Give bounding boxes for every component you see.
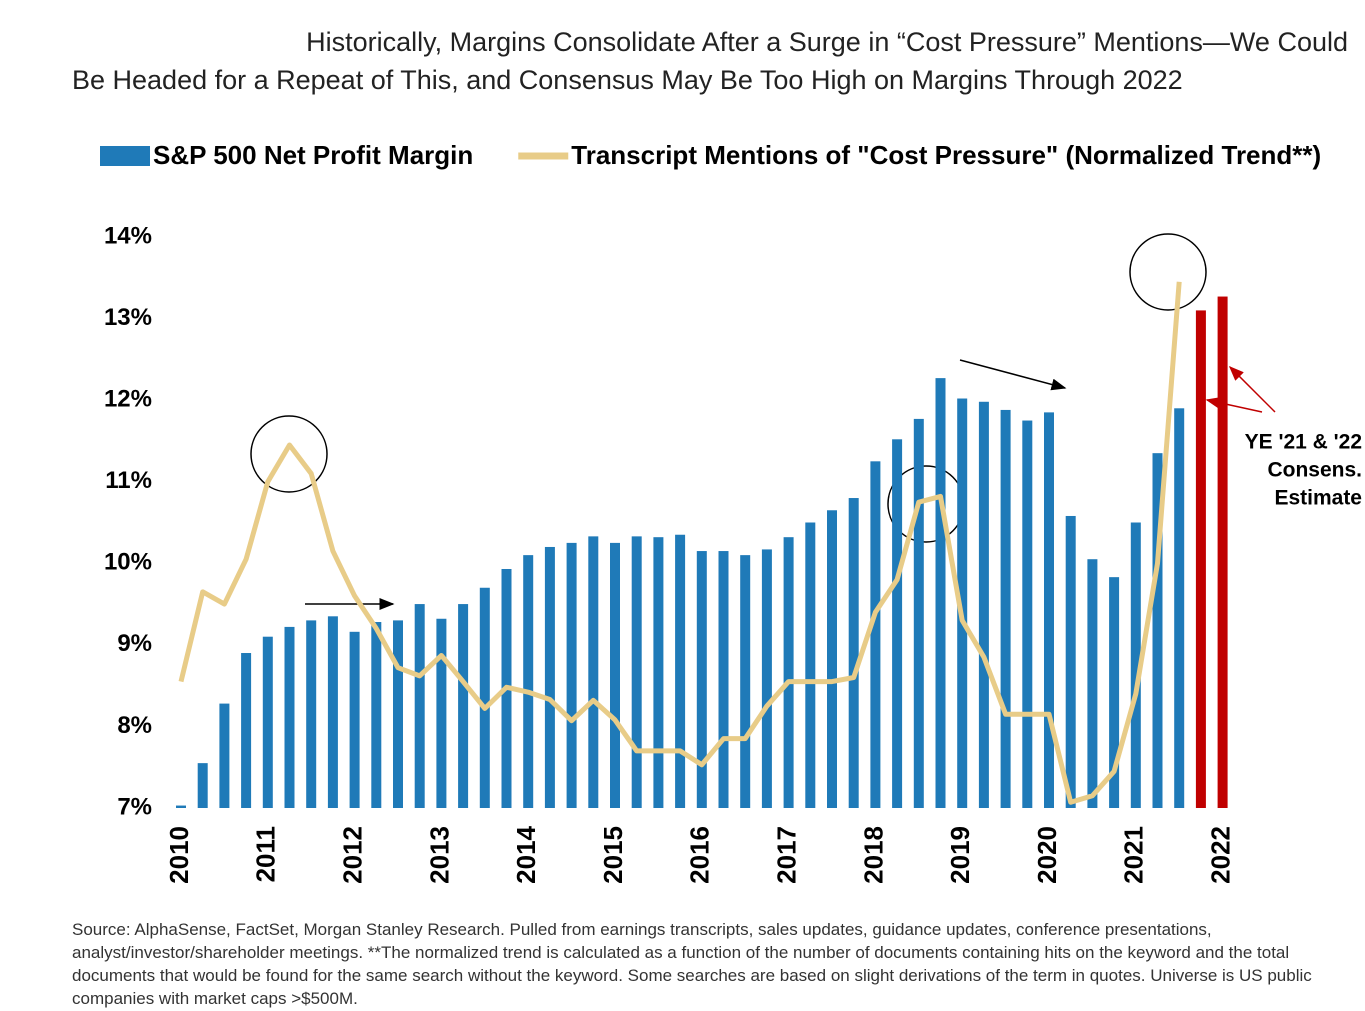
x-tick-label: 2016 xyxy=(685,826,715,884)
bar xyxy=(523,555,534,808)
bar xyxy=(566,542,577,808)
bar xyxy=(1065,515,1076,808)
x-tick-label: 2022 xyxy=(1205,826,1235,884)
x-tick-label: 2017 xyxy=(771,826,801,884)
legend-label: Transcript Mentions of "Cost Pressure" (… xyxy=(571,140,1321,170)
bar xyxy=(1217,296,1228,808)
annotation: Estimate xyxy=(1274,487,1362,510)
bar xyxy=(176,805,186,808)
bar xyxy=(197,763,208,808)
bar xyxy=(1087,559,1098,808)
bar xyxy=(1152,453,1163,808)
bar xyxy=(870,461,881,808)
bar xyxy=(1174,408,1185,808)
legend-label: S&P 500 Net Profit Margin xyxy=(153,140,473,170)
bar xyxy=(892,439,903,808)
highlight-circle xyxy=(1129,233,1207,311)
bar xyxy=(1195,310,1206,808)
bar xyxy=(1130,522,1141,808)
bar xyxy=(696,551,707,808)
bar xyxy=(479,587,490,808)
chart: Historically, Margins Consolidate After … xyxy=(72,27,1362,884)
y-tick-label: 13% xyxy=(104,304,152,331)
x-tick-label: 2019 xyxy=(945,826,975,884)
bar xyxy=(327,616,338,808)
x-tick-label: 2012 xyxy=(337,826,367,884)
bar xyxy=(1044,412,1054,808)
bar xyxy=(805,522,816,808)
annotation: Consens. xyxy=(1267,459,1362,482)
bar xyxy=(393,620,403,808)
x-tick-label: 2011 xyxy=(251,826,281,882)
bar xyxy=(284,626,295,808)
bar xyxy=(631,536,642,808)
bar xyxy=(761,549,772,808)
y-tick-label: 14% xyxy=(104,222,152,249)
chart-title: Historically, Margins Consolidate After … xyxy=(306,27,1348,57)
bar xyxy=(544,546,555,808)
bar xyxy=(827,510,837,808)
bar xyxy=(349,631,360,808)
bar xyxy=(458,604,469,808)
y-tick-label: 10% xyxy=(104,549,152,576)
arrow xyxy=(959,359,1067,391)
bar xyxy=(610,542,620,808)
x-tick-label: 2010 xyxy=(164,826,194,884)
bar xyxy=(935,378,946,808)
y-tick-label: 12% xyxy=(104,385,152,412)
y-tick-label: 9% xyxy=(117,630,152,657)
bar xyxy=(783,537,794,808)
bar xyxy=(675,534,686,808)
bar xyxy=(414,604,425,808)
bar xyxy=(1000,409,1011,808)
bar xyxy=(653,537,664,808)
y-tick-label: 7% xyxy=(117,793,152,820)
arrow xyxy=(1228,365,1276,413)
bar xyxy=(957,398,968,808)
x-tick-label: 2013 xyxy=(424,826,454,884)
bar xyxy=(436,618,447,808)
x-tick-label: 2021 xyxy=(1119,826,1149,884)
bar xyxy=(262,636,273,808)
bar xyxy=(219,703,230,808)
source-note: Source: AlphaSense, FactSet, Morgan Stan… xyxy=(72,920,1312,1008)
bar xyxy=(848,498,859,808)
x-tick-label: 2014 xyxy=(511,825,541,883)
y-tick-label: 8% xyxy=(117,712,152,739)
annotation: YE '21 & '22 xyxy=(1245,431,1362,454)
chart-title: Be Headed for a Repeat of This, and Cons… xyxy=(72,65,1183,95)
legend-swatch xyxy=(100,146,150,166)
y-tick-label: 11% xyxy=(105,467,152,494)
arrow xyxy=(1205,397,1263,413)
bar xyxy=(913,418,924,808)
line xyxy=(178,281,1182,805)
bar xyxy=(241,653,252,808)
x-tick-label: 2015 xyxy=(598,826,628,884)
x-tick-label: 2020 xyxy=(1032,826,1062,884)
bar xyxy=(588,536,599,808)
bar xyxy=(740,555,751,808)
bar xyxy=(371,622,382,808)
bar xyxy=(1109,577,1120,808)
bar xyxy=(978,401,989,808)
bar xyxy=(718,551,729,808)
highlight-circle xyxy=(250,415,328,493)
x-tick-label: 2018 xyxy=(858,826,888,884)
bar xyxy=(1022,420,1033,808)
bar xyxy=(306,620,317,808)
